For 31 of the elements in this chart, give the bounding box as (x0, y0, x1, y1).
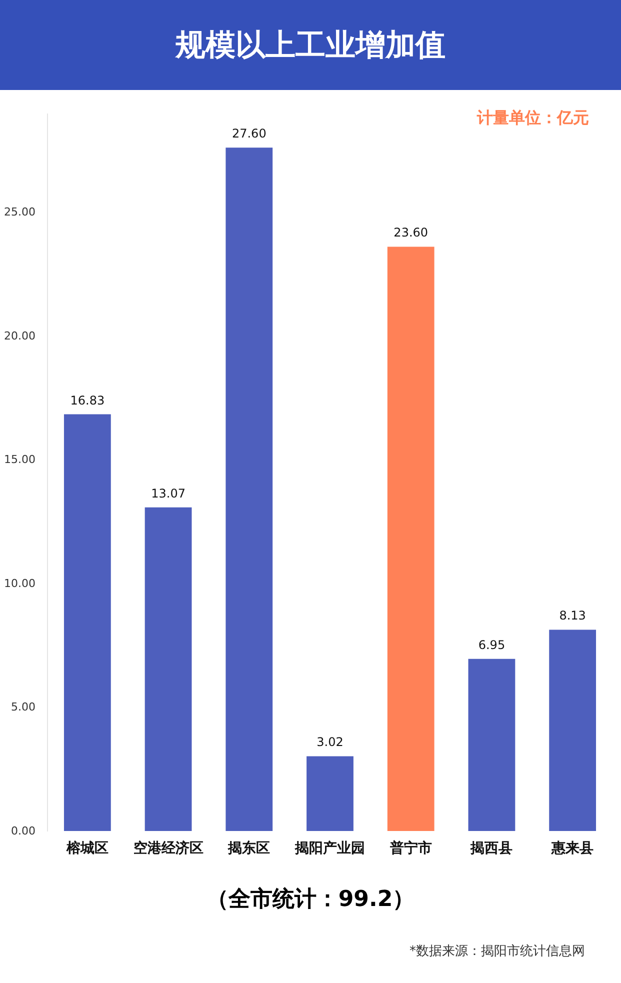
x-tick-label: 空港经济区 (133, 840, 204, 856)
y-tick-label: 20.00 (4, 329, 36, 342)
x-tick-label: 惠来县 (550, 840, 594, 856)
y-tick-label: 0.00 (11, 824, 36, 838)
data-label: 6.95 (478, 638, 506, 652)
data-label: 27.60 (232, 126, 266, 141)
bar (468, 658, 516, 831)
data-label: 16.83 (70, 393, 105, 408)
chart-title: 规模以上工业增加值 (0, 0, 621, 90)
bar (549, 630, 596, 831)
data-label: 8.13 (559, 608, 586, 623)
y-tick-label: 10.00 (4, 576, 36, 590)
bar (226, 148, 273, 831)
bar (144, 507, 192, 831)
x-tick-label: 普宁市 (388, 840, 432, 856)
y-tick-label: 5.00 (11, 700, 36, 714)
annotation: 计量单位：亿元 (477, 108, 589, 129)
bar (306, 756, 354, 831)
data-label: 23.60 (394, 226, 428, 240)
y-tick-label: 25.00 (4, 206, 36, 219)
data-label: 13.07 (151, 486, 186, 500)
y-tick-label: 15.00 (4, 453, 36, 466)
x-tick-label: 揭东区 (227, 840, 270, 856)
bar (387, 246, 434, 831)
x-tick-label: 榕城区 (65, 840, 108, 856)
text: （全市统计：99.2） (205, 886, 416, 914)
x-tick-label: 揭阳产业园 (294, 840, 365, 856)
x-tick-label: 揭西县 (470, 840, 513, 856)
bar (64, 414, 111, 831)
text: *数据来源：揭阳市统计信息网 (410, 943, 585, 960)
data-label: 3.02 (316, 735, 344, 750)
